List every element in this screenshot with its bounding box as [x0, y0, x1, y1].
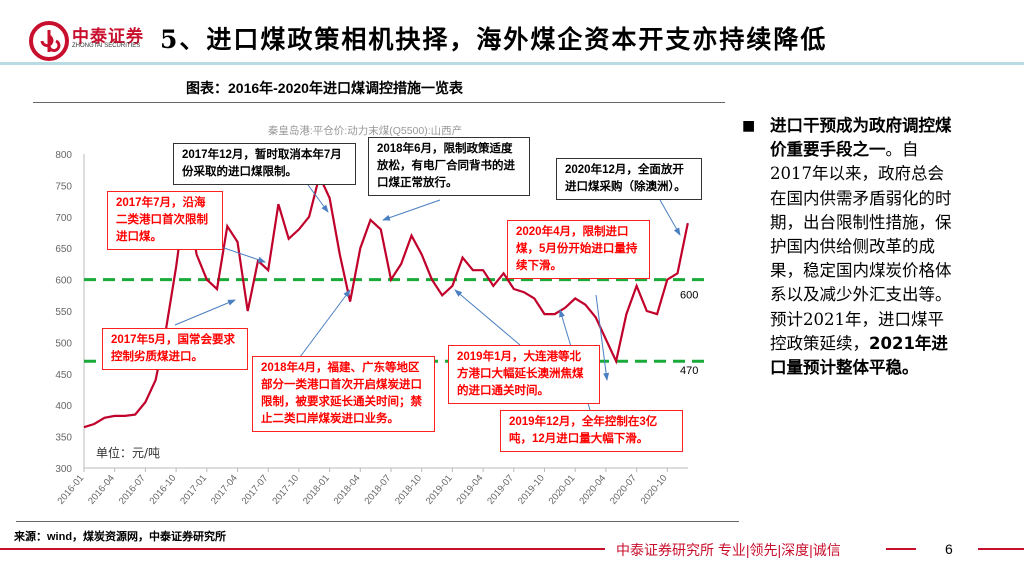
y-tick-label: 350 — [55, 433, 72, 444]
x-tick-label: 2018-01 — [301, 473, 332, 507]
x-tick-label: 2020-04 — [577, 473, 608, 507]
x-tick-label: 2019-10 — [516, 473, 547, 507]
footer-line — [0, 548, 605, 550]
x-tick-label: 2016-04 — [86, 473, 117, 507]
annotation-2017-07: 2017年7月，沿海二类港口首次限制进口煤。 — [107, 191, 223, 250]
x-tick-label: 2017-04 — [209, 473, 240, 507]
y-tick-label: 400 — [55, 401, 72, 412]
annotation-arrow — [299, 289, 351, 358]
caption-divider — [33, 102, 725, 103]
annotation-2019-12: 2019年12月，全年控制在3亿吨，12月进口量大幅下滑。 — [500, 410, 683, 452]
page-title: 5、进口煤政策相机抉择，海外煤企资本开支亦持续降低 — [160, 25, 828, 54]
x-tick-label: 2020-01 — [547, 473, 578, 507]
figure-caption: 图表：2016年-2020年进口煤调控措施一览表 — [186, 80, 463, 96]
annotation-arrow — [659, 199, 681, 236]
summary-body: 。自2017年以来，政府总会在国内供需矛盾弱化的时期，出台限制性措施，保护国内供… — [770, 140, 952, 353]
footer-slogan: 中泰证券研究所 专业|领先|深度|诚信 — [616, 542, 841, 558]
x-tick-label: 2018-10 — [393, 473, 424, 507]
source-divider — [16, 521, 739, 522]
summary-text: ■ 进口干预成为政府调控煤价重要手段之一。自2017年以来，政府总会在国内供需矛… — [742, 114, 992, 380]
x-tick-label: 2018-04 — [332, 473, 363, 507]
annotation-arrow — [382, 199, 441, 221]
annotation-2017-05: 2017年5月，国常会要求控制劣质煤进口。 — [102, 328, 248, 370]
x-tick-label: 2017-01 — [178, 473, 209, 507]
x-tick-label: 2017-10 — [270, 473, 301, 507]
unit-label: 单位：元/吨 — [96, 445, 160, 460]
annotation-arrow — [174, 299, 236, 326]
y-tick-label: 450 — [55, 370, 72, 381]
brand-name: 中泰证券 — [72, 27, 144, 47]
x-tick-label: 2020-07 — [608, 473, 639, 507]
header-divider — [0, 62, 1024, 65]
y-tick-label: 750 — [55, 181, 72, 192]
y-tick-label: 800 — [55, 150, 72, 161]
annotation-2020-04: 2020年4月，限制进口煤，5月份开始进口量持续下滑。 — [507, 220, 650, 279]
brand-name-en: ZHONGTAI SECURITIES — [72, 43, 141, 49]
annotation-2020-12: 2020年12月，全面放开进口煤采购（除澳洲）。 — [556, 158, 702, 200]
x-tick-label: 2016-07 — [117, 473, 148, 507]
annotation-2019-01: 2019年1月，大连港等北方港口大幅延长澳洲焦煤的进口通关时间。 — [448, 345, 600, 404]
figure-source: 来源：wind，煤炭资源网，中泰证券研究所 — [14, 531, 227, 543]
y-tick-label: 550 — [55, 307, 72, 318]
y-tick-label: 650 — [55, 244, 72, 255]
summary-tail: 2021年进口量预计整体平稳。 — [770, 333, 948, 378]
x-tick-label: 2019-01 — [424, 473, 455, 507]
reference-label: 470 — [680, 365, 698, 377]
y-tick-label: 300 — [55, 464, 72, 475]
x-tick-label: 2016-01 — [55, 473, 86, 507]
annotation-arrow — [595, 294, 610, 381]
footer-line — [886, 548, 916, 550]
annotation-2017-12: 2017年12月，暂时取消本年7月份采取的进口煤限制。 — [173, 143, 356, 185]
y-tick-label: 700 — [55, 213, 72, 224]
summary-lead: 进口干预成为政府调控煤价重要手段之一 — [770, 116, 952, 160]
page-number: 6 — [945, 541, 953, 557]
annotation-2018-04: 2018年4月，福建、广东等地区部分一类港口首次开启煤炭进口限制，被要求延长通关… — [252, 356, 435, 432]
chart-title: 秦皇岛港:平仓价:动力末煤(Q5500):山西产 — [268, 124, 462, 137]
x-tick-label: 2017-07 — [240, 473, 271, 507]
annotation-arrow — [454, 289, 521, 346]
x-tick-label: 2016-10 — [148, 473, 179, 507]
bullet-square-icon: ■ — [742, 118, 756, 134]
zhongtai-logo-icon — [29, 21, 69, 61]
x-tick-label: 2019-07 — [485, 473, 516, 507]
y-tick-label: 500 — [55, 338, 72, 349]
reference-label: 600 — [680, 290, 698, 302]
x-tick-label: 2020-10 — [639, 473, 670, 507]
x-tick-label: 2018-07 — [362, 473, 393, 507]
annotation-2018-06: 2018年6月，限制政策适度放松，有电厂合同背书的进口煤正常放行。 — [368, 137, 530, 196]
footer-line — [978, 548, 1024, 550]
x-tick-label: 2019-04 — [455, 473, 486, 507]
y-tick-label: 600 — [55, 276, 72, 287]
